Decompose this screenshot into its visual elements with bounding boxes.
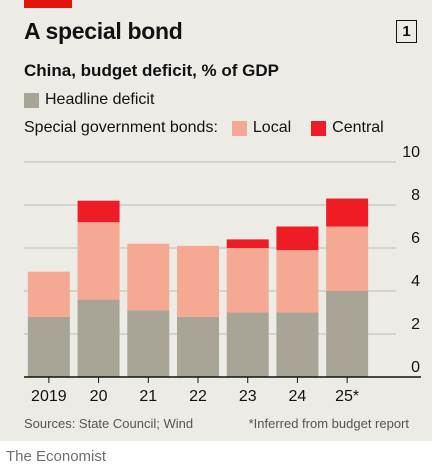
bar-local [177, 245, 219, 317]
red-tag [24, 0, 72, 8]
chart-card: A special bond 1 China, budget deficit, … [0, 0, 432, 441]
bar-central [77, 200, 120, 223]
bar-headline [27, 316, 70, 377]
legend-special-bonds: Special government bonds: Local Central [24, 119, 384, 137]
bar-headline [127, 310, 170, 377]
legend-label-local: Local [252, 119, 292, 136]
chart-number-badge: 1 [396, 20, 417, 43]
sources-note: Sources: State Council; Wind [24, 416, 194, 431]
footnote: *Inferred from budget report [248, 416, 409, 431]
bar-local [77, 222, 120, 300]
bar-local [27, 271, 70, 317]
legend-label-headline: Headline deficit [45, 91, 155, 108]
bar-headline [326, 291, 369, 377]
y-tick-label: 0 [411, 359, 420, 376]
bar-local [127, 243, 170, 311]
bar-central [276, 226, 319, 251]
x-tick-label: 2019 [31, 388, 67, 405]
legend-headline: Headline deficit [24, 91, 154, 109]
y-tick-label: 6 [411, 230, 420, 247]
legend-special-title: Special government bonds: [24, 119, 218, 136]
chart-subtitle: China, budget deficit, % of GDP [24, 61, 279, 80]
bar-central [326, 198, 369, 227]
bar-local [276, 250, 319, 313]
legend-swatch-headline [24, 92, 39, 108]
legend-swatch-local [231, 120, 247, 136]
x-tick-label: 23 [239, 388, 257, 405]
x-tick-label: 22 [189, 388, 207, 405]
chart-title: A special bond [24, 18, 183, 44]
publisher-credit: The Economist [6, 448, 107, 465]
x-tick-label: 21 [139, 388, 157, 405]
legend-label-central: Central [332, 119, 384, 136]
x-tick-label: 25* [335, 388, 359, 405]
bar-local [226, 248, 269, 313]
x-tick-label: 20 [90, 388, 108, 405]
y-tick-label: 4 [411, 273, 420, 290]
bar-headline [177, 316, 219, 377]
bar-local [326, 226, 369, 291]
y-tick-label: 8 [411, 187, 420, 204]
legend-swatch-central [311, 120, 327, 136]
x-tick-label: 24 [289, 388, 307, 405]
bar-headline [276, 312, 319, 377]
y-tick-label: 10 [402, 144, 420, 161]
bar-central [226, 239, 269, 248]
bar-headline [77, 299, 120, 377]
y-tick-label: 2 [411, 316, 420, 333]
bar-headline [226, 312, 269, 377]
